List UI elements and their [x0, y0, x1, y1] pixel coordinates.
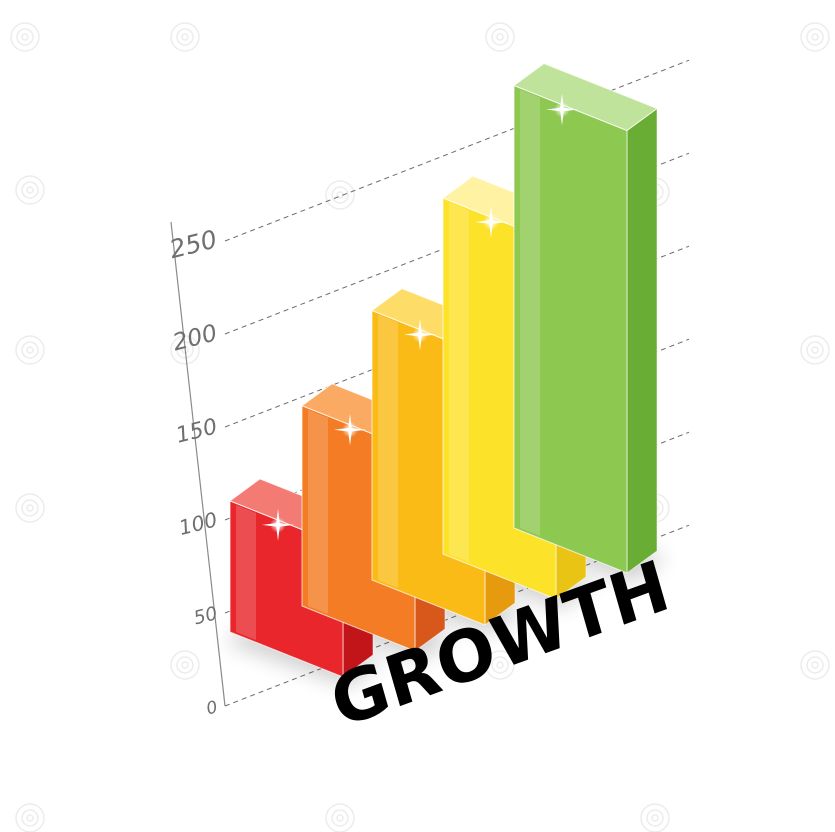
y-tick-label: 150 [173, 414, 219, 448]
bar-side-face [626, 107, 658, 574]
bars [228, 62, 659, 678]
bar-highlight [449, 202, 469, 562]
y-tick-label: 250 [167, 225, 220, 265]
watermark-icon [15, 175, 45, 205]
sparkle-icon [475, 206, 507, 239]
bar-highlight [308, 409, 328, 614]
bar-highlight [236, 504, 256, 640]
watermark-icon [485, 22, 515, 52]
watermark-icon [325, 803, 355, 832]
y-axis-line [170, 221, 226, 707]
watermark-icon [485, 650, 515, 680]
watermark-icon [640, 803, 670, 832]
watermark-icon [800, 22, 830, 52]
bar-highlight [378, 314, 398, 588]
watermark-icon [170, 650, 200, 680]
sparkle-icon [546, 93, 578, 126]
y-tick-label: 0 [204, 697, 219, 719]
y-tick-label: 100 [176, 507, 219, 540]
watermark-icon [170, 22, 200, 52]
watermark-icon [325, 180, 355, 210]
sparkle-icon [262, 508, 294, 541]
bar-highlight [520, 89, 540, 536]
sparkle-icon [334, 413, 366, 446]
sparkle-icon [404, 318, 436, 351]
bar [512, 62, 659, 574]
bar-top-face [512, 62, 659, 132]
y-tick-label: 200 [170, 318, 220, 356]
watermark-icon [800, 335, 830, 365]
watermark-icon [15, 493, 45, 523]
watermark-icon [800, 650, 830, 680]
watermark-icon [15, 803, 45, 832]
watermark-icon [15, 335, 45, 365]
watermark-icon [10, 22, 40, 52]
y-axis [170, 221, 226, 707]
